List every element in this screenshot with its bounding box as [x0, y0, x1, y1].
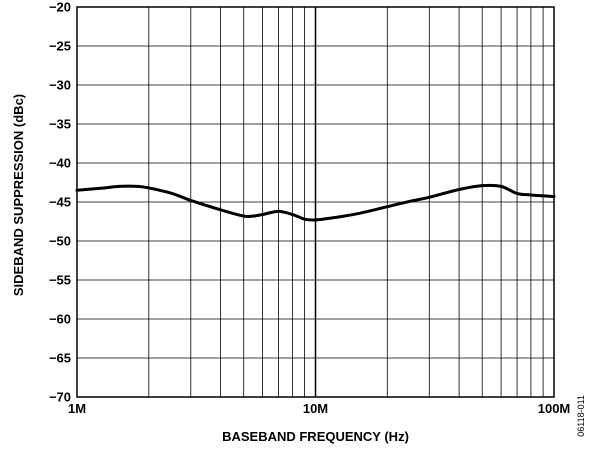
y-tick-label: −60: [49, 312, 71, 327]
plot-frame: [76, 6, 555, 398]
series-line: [75, 183, 556, 222]
y-tick-label: −55: [49, 273, 71, 288]
y-axis-label: SIDEBAND SUPPRESSION (dBc): [11, 94, 26, 296]
y-tick-label: −40: [49, 156, 71, 171]
y-tick-label: −20: [49, 0, 71, 15]
y-tick-labels: −20 −25 −30 −35 −40 −45 −50 −55 −60 −65 −70: [49, 0, 71, 405]
y-tick-label: −50: [49, 234, 71, 249]
x-tick-label: 10M: [303, 401, 328, 416]
y-tick-label: −35: [49, 117, 71, 132]
y-tick-label: −30: [49, 78, 71, 93]
y-tick-label: −65: [49, 351, 71, 366]
series-layer: [75, 183, 556, 222]
y-tick-label: −45: [49, 195, 71, 210]
x-tick-labels: 1M 10M 100M: [68, 401, 570, 416]
y-gridlines: [77, 45, 554, 359]
x-axis-label: BASEBAND FREQUENCY (Hz): [222, 429, 409, 444]
y-tick-label: −25: [49, 39, 71, 54]
x-tick-label: 1M: [68, 401, 86, 416]
y-tick-label: −70: [49, 390, 71, 405]
figure-id: 06118-011: [576, 395, 586, 437]
x-tick-label: 100M: [538, 401, 571, 416]
